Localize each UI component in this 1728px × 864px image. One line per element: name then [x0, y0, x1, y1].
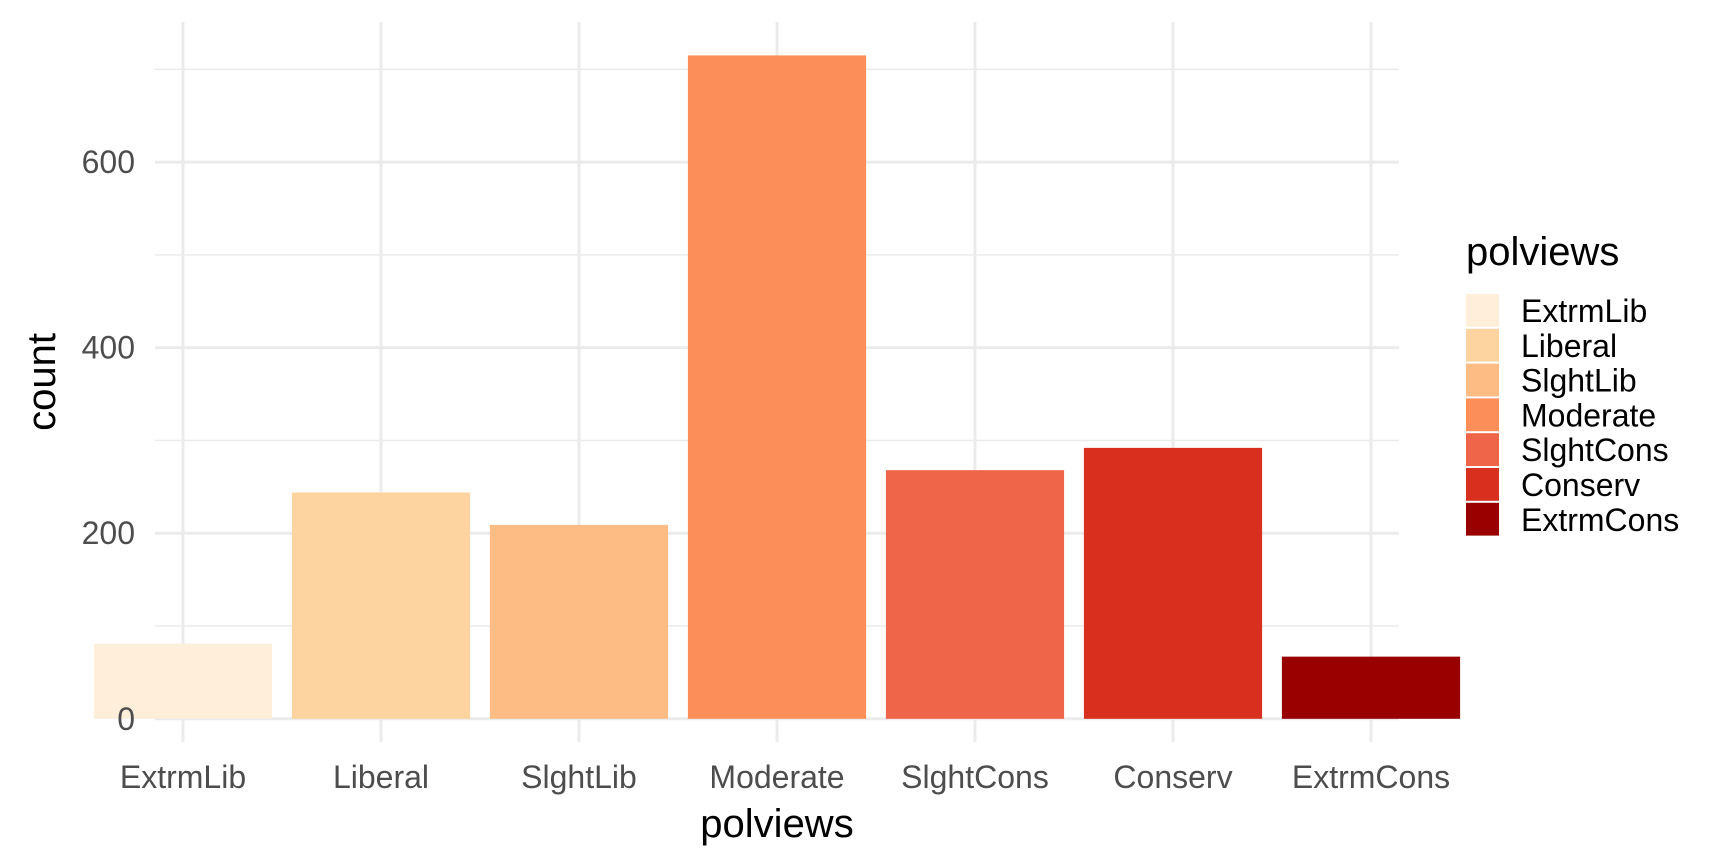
x-axis-title: polviews	[700, 802, 853, 846]
y-tick-label: 400	[82, 330, 135, 366]
y-tick-label: 600	[82, 144, 135, 180]
legend-title: polviews	[1466, 230, 1619, 274]
legend-key	[1466, 502, 1499, 536]
y-axis-title: count	[20, 333, 64, 431]
x-tick-label: Moderate	[709, 759, 844, 795]
legend-label: SlghtLib	[1521, 363, 1637, 399]
legend: polviews ExtrmLibLiberalSlghtLibModerate…	[1466, 230, 1679, 538]
bar-extrmlib	[93, 643, 273, 719]
bar-extrmcons	[1281, 656, 1461, 719]
y-axis-tick-labels: 0 200 400 600	[82, 144, 135, 737]
bars	[93, 55, 1461, 719]
legend-key	[1466, 433, 1499, 466]
legend-label: Conserv	[1521, 467, 1640, 503]
bar-conserv	[1083, 447, 1263, 719]
x-tick-label: ExtrmLib	[120, 759, 246, 795]
x-tick-label: SlghtCons	[901, 759, 1049, 795]
bar-slghtlib	[489, 524, 669, 719]
legend-key	[1466, 328, 1499, 362]
x-tick-label: Conserv	[1113, 759, 1232, 795]
legend-key	[1466, 294, 1499, 327]
legend-key	[1466, 468, 1499, 501]
bar-liberal	[291, 492, 471, 719]
x-tick-label: Liberal	[333, 759, 429, 795]
legend-label: ExtrmCons	[1521, 502, 1679, 538]
y-tick-label: 200	[82, 515, 135, 551]
legend-label: SlghtCons	[1521, 432, 1669, 468]
x-tick-label: SlghtLib	[521, 759, 637, 795]
legend-key	[1466, 398, 1499, 432]
x-tick-label: ExtrmCons	[1292, 759, 1450, 795]
legend-label: Liberal	[1521, 328, 1617, 364]
bar-moderate	[687, 55, 867, 719]
legend-label: Moderate	[1521, 397, 1656, 433]
legend-label: ExtrmLib	[1521, 293, 1647, 329]
legend-key	[1466, 363, 1499, 397]
x-axis-tick-labels: ExtrmLib Liberal SlghtLib Moderate SlghtCons…	[120, 759, 1450, 795]
bar-slghtcons	[885, 470, 1065, 719]
y-tick-label: 0	[117, 701, 135, 737]
